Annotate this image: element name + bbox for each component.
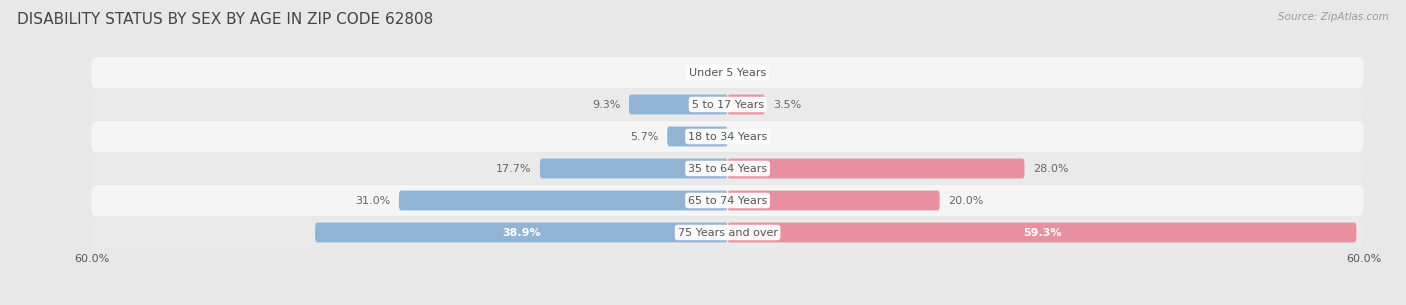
FancyBboxPatch shape	[728, 223, 1357, 242]
FancyBboxPatch shape	[728, 159, 1025, 178]
Text: Source: ZipAtlas.com: Source: ZipAtlas.com	[1278, 12, 1389, 22]
Text: 31.0%: 31.0%	[356, 196, 391, 206]
FancyBboxPatch shape	[91, 153, 1364, 184]
Text: 28.0%: 28.0%	[1033, 163, 1069, 174]
FancyBboxPatch shape	[315, 223, 728, 242]
Text: Under 5 Years: Under 5 Years	[689, 67, 766, 77]
Text: 3.5%: 3.5%	[773, 99, 801, 109]
FancyBboxPatch shape	[728, 95, 765, 114]
FancyBboxPatch shape	[91, 217, 1364, 248]
Text: 5 to 17 Years: 5 to 17 Years	[692, 99, 763, 109]
Text: 59.3%: 59.3%	[1022, 228, 1062, 238]
FancyBboxPatch shape	[628, 95, 728, 114]
Text: 0.0%: 0.0%	[696, 67, 724, 77]
Text: 18 to 34 Years: 18 to 34 Years	[688, 131, 768, 142]
FancyBboxPatch shape	[91, 121, 1364, 152]
FancyBboxPatch shape	[91, 185, 1364, 216]
Legend: Male, Female: Male, Female	[669, 304, 786, 305]
FancyBboxPatch shape	[728, 191, 939, 210]
Text: 0.0%: 0.0%	[731, 131, 759, 142]
Text: 38.9%: 38.9%	[502, 228, 541, 238]
FancyBboxPatch shape	[91, 89, 1364, 120]
FancyBboxPatch shape	[668, 127, 728, 146]
Text: 0.0%: 0.0%	[731, 67, 759, 77]
Text: 20.0%: 20.0%	[948, 196, 984, 206]
FancyBboxPatch shape	[399, 191, 728, 210]
Text: DISABILITY STATUS BY SEX BY AGE IN ZIP CODE 62808: DISABILITY STATUS BY SEX BY AGE IN ZIP C…	[17, 12, 433, 27]
Text: 35 to 64 Years: 35 to 64 Years	[688, 163, 768, 174]
Text: 9.3%: 9.3%	[592, 99, 620, 109]
Text: 75 Years and over: 75 Years and over	[678, 228, 778, 238]
FancyBboxPatch shape	[540, 159, 728, 178]
FancyBboxPatch shape	[91, 57, 1364, 88]
Text: 17.7%: 17.7%	[496, 163, 531, 174]
Text: 5.7%: 5.7%	[630, 131, 658, 142]
Text: 65 to 74 Years: 65 to 74 Years	[688, 196, 768, 206]
